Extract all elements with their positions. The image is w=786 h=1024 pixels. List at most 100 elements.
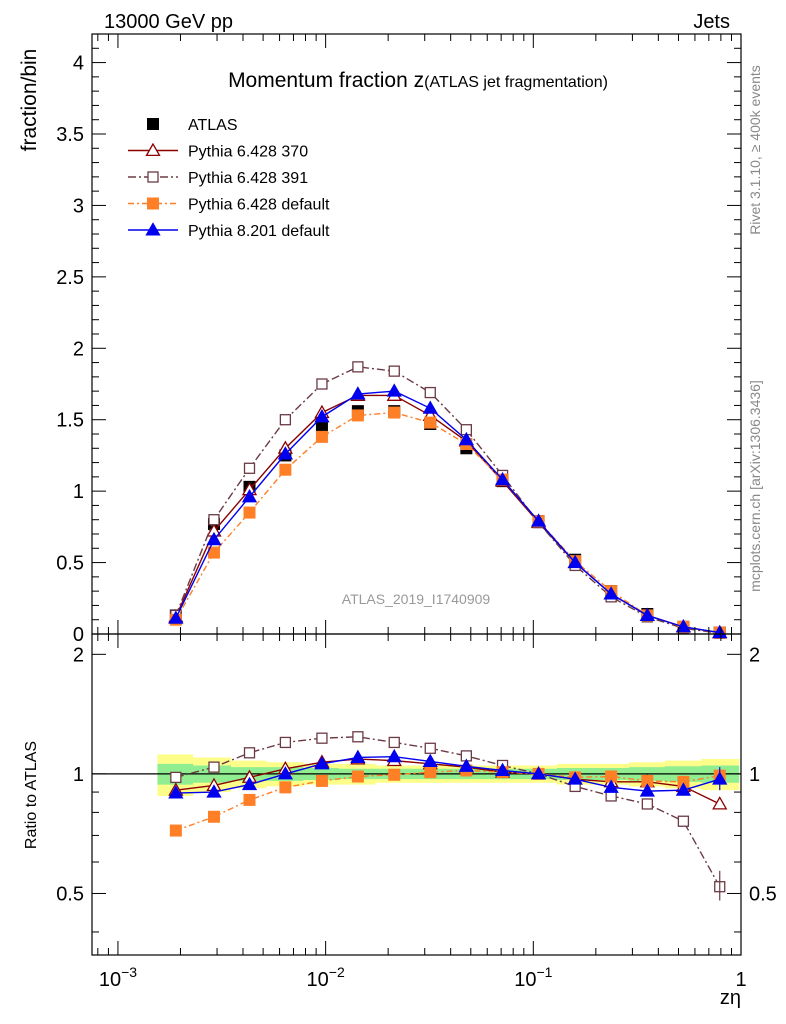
series-2-point	[388, 365, 400, 377]
series-4-point	[530, 513, 547, 527]
series-1-ratio-point	[712, 796, 728, 810]
series-4-ratio-point	[168, 785, 184, 799]
series-4-ratio-point	[422, 753, 438, 767]
x-tick-exponent: −3	[121, 964, 137, 980]
legend-marker	[147, 171, 159, 183]
series-4-point	[458, 431, 474, 446]
legend-label: Pythia 8.201 default	[188, 223, 330, 240]
x-axis-label: zη	[720, 987, 741, 1009]
chart-title-sub: (ATLAS jet fragmentation)	[424, 74, 608, 91]
legend-label: ATLAS	[188, 117, 238, 134]
series-1-ratio-line	[175, 758, 721, 805]
series-3-point	[388, 406, 401, 419]
main-panel	[168, 361, 728, 639]
legend-marker	[145, 222, 161, 236]
series-4-ratio-point	[314, 756, 330, 770]
legend-marker	[147, 118, 159, 130]
series-4-point	[206, 531, 222, 546]
x-tick-label: 10−2	[307, 964, 345, 991]
series-3-ratio-point	[169, 824, 182, 837]
series-4-point	[168, 610, 184, 624]
series-3-ratio-point	[315, 774, 328, 787]
x-tick-label: 10−3	[99, 964, 137, 991]
y-tick-label: 2.5	[56, 267, 84, 289]
series-4-point	[314, 409, 330, 423]
series-2-ratio-line	[175, 736, 721, 888]
y-tick-label: 0.5	[56, 553, 84, 575]
ratio-frame	[91, 633, 742, 956]
y-tick-label: 2	[73, 338, 84, 360]
series-4-ratio-point	[241, 776, 258, 791]
series-3-point	[424, 416, 437, 429]
series-4-ratio-point	[277, 766, 293, 780]
series-4-point	[241, 489, 258, 503]
series-4-line	[175, 390, 720, 634]
series-2-point	[208, 514, 220, 526]
x-tick-base: 10	[307, 969, 329, 991]
x-tick-label: 1	[735, 969, 746, 991]
legend-label: Pythia 6.428 370	[188, 144, 308, 161]
series-4-point	[494, 471, 511, 486]
series-3-ratio-point	[424, 766, 437, 779]
series-4-ratio-point	[386, 748, 402, 763]
legend-marker	[145, 142, 161, 157]
x-tick-base: 1	[735, 969, 746, 991]
series-4-point	[639, 607, 655, 621]
series-4-point	[386, 383, 402, 397]
series-2-ratio-point	[352, 731, 364, 743]
series-2-ratio-point	[677, 815, 690, 827]
legend-label: Pythia 6.428 391	[188, 170, 308, 187]
series-3-point	[243, 506, 256, 519]
series-4-ratio-point	[639, 783, 655, 797]
y-axis-label-main: fraction/bin	[18, 49, 41, 152]
series-2-ratio-point	[424, 742, 436, 754]
series-3-ratio-point	[243, 793, 256, 806]
series-4-ratio-point	[530, 766, 547, 780]
series-3-ratio-point	[388, 768, 401, 781]
ratio-panel	[168, 731, 728, 901]
y-tick-label-left: 2	[73, 644, 84, 666]
process-label: Jets	[693, 11, 730, 33]
x-tick-exponent: −2	[329, 964, 345, 980]
x-tick-base: 10	[99, 969, 121, 991]
series-2-point	[243, 462, 256, 474]
series-2-ratio-point	[208, 761, 220, 773]
chart-title: Momentum fraction z(ATLAS jet fragmentat…	[228, 69, 608, 92]
axes: 10−3 10−2 10−1 100.511.522.533.540.5 0.51 12 2	[56, 33, 777, 991]
x-tick-exponent: −1	[536, 964, 552, 980]
series-3-point	[315, 430, 328, 443]
series-4-point	[567, 554, 583, 569]
series-4-point	[277, 446, 293, 460]
y-tick-label-right: 0.5	[749, 883, 777, 905]
series-4-ratio-point	[675, 782, 692, 796]
series-2-ratio-point	[279, 736, 292, 749]
analysis-id: ATLAS_2019_I1740909	[342, 591, 491, 607]
series-4-point	[712, 624, 728, 639]
y-tick-label-left: 0.5	[56, 883, 84, 905]
series-4-point	[675, 619, 692, 633]
series-3-ratio-point	[279, 781, 292, 794]
x-tick-base: 10	[514, 969, 536, 991]
y-tick-label-left: 1	[73, 764, 84, 786]
y-axis-label-ratio: Ratio to ATLAS	[23, 741, 40, 849]
series-2-point	[352, 361, 364, 373]
series-3-line	[175, 411, 720, 634]
series-4-point	[422, 400, 438, 414]
x-tick-label: 10−1	[514, 964, 552, 991]
series-4-point	[603, 586, 619, 600]
legend-marker	[147, 197, 159, 210]
series-2-ratio-point	[243, 747, 256, 759]
energy-label: 13000 GeV pp	[104, 11, 233, 33]
series-2-ratio-point	[170, 771, 182, 784]
series-3-ratio-line	[175, 769, 720, 832]
chart-title-main: Momentum fraction z	[228, 69, 424, 92]
y-tick-label-right: 2	[749, 644, 760, 666]
series-2-point	[279, 414, 292, 426]
series-2-point	[424, 386, 436, 399]
series-4-ratio-point	[494, 762, 511, 777]
series-2-point	[316, 378, 328, 390]
legend: ATLAS Pythia 6.428 370 Pythia 6.428 391 Pyt…	[128, 117, 330, 240]
atlas-point	[315, 420, 328, 433]
series-4-ratio-point	[603, 779, 619, 793]
